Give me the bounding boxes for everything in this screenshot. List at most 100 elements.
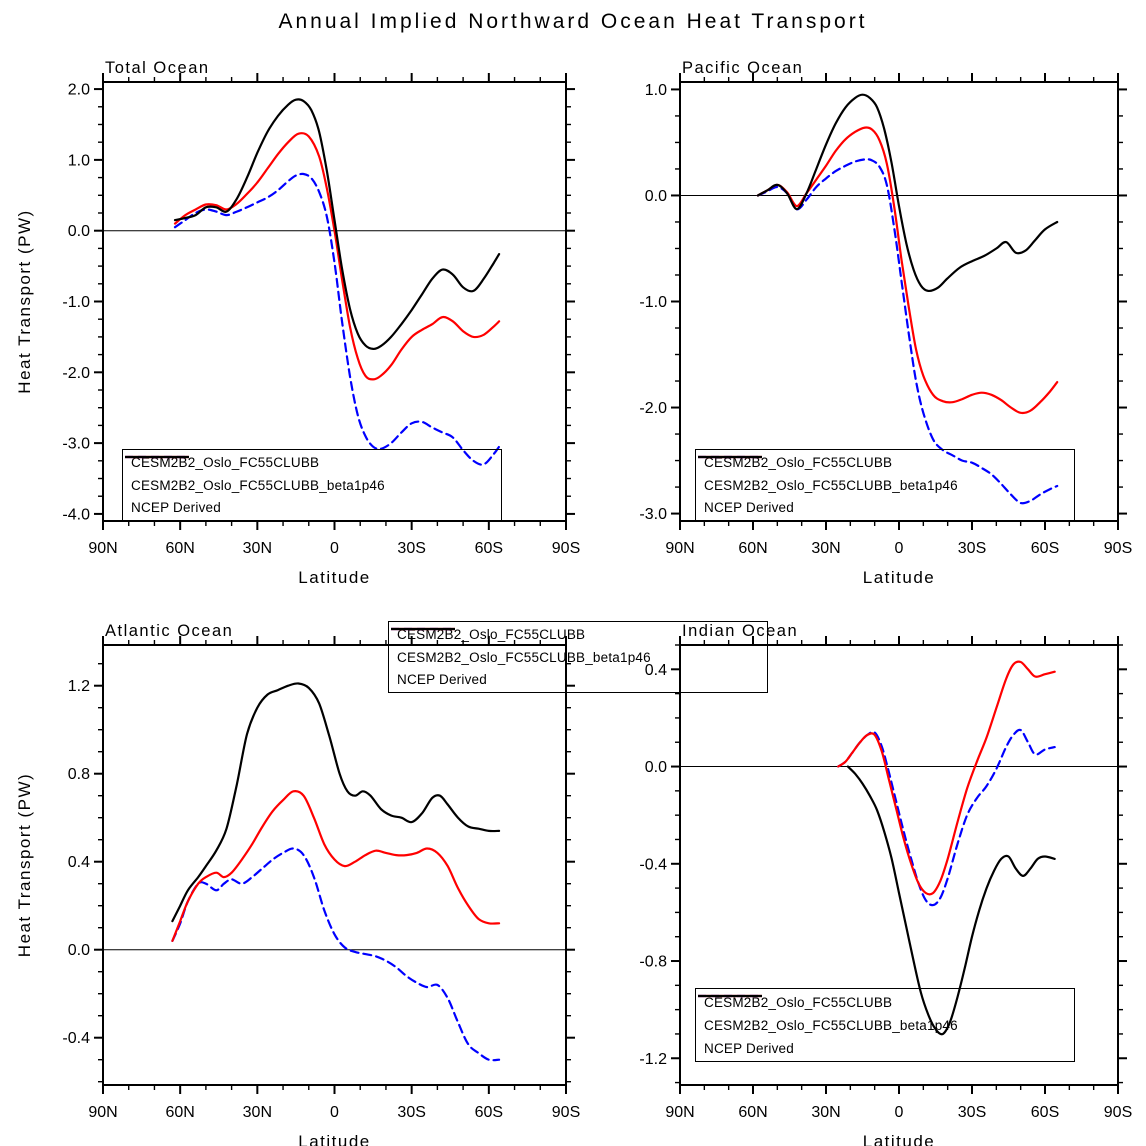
panel-pacific-ocean: 90N 60N 30N 0 30S 60S 90S -3.0 -2.0 -1.0 0.0 1.0 Pac… [639, 59, 1132, 587]
y-tick-label: -0.4 [62, 1030, 90, 1047]
y-tick-label: 1.0 [645, 82, 667, 99]
y-tick-label: -1.2 [639, 1051, 667, 1068]
y-tick-label: 0.0 [645, 759, 667, 776]
x-tick-label: 30S [397, 1104, 425, 1121]
x-tick-label: 60S [1031, 1104, 1059, 1121]
y-tick-label: 0.4 [645, 662, 667, 679]
legend-indian-ocean: CESM2B2_Oslo_FC55CLUBB CESM2B2_Oslo_FC55C… [695, 988, 1075, 1062]
series-line-ncep-derived [173, 98, 501, 351]
x-tick-label: 90N [665, 1104, 694, 1121]
y-tick-label: -1.0 [639, 294, 667, 311]
legend-atlantic-ocean: CESM2B2_Oslo_FC55CLUBB CESM2B2_Oslo_FC55C… [388, 621, 768, 693]
y-tick-label: 1.0 [68, 152, 90, 169]
panel-title: Pacific Ocean [682, 59, 803, 77]
x-tick-label: 60N [165, 1104, 194, 1121]
legend-label: CESM2B2_Oslo_FC55CLUBB [704, 994, 893, 1010]
series-line-cesm2b2-oslo-fc55clubb [171, 847, 501, 1062]
x-tick-label: 60N [165, 540, 194, 557]
x-tick-label: 60N [738, 1104, 767, 1121]
x-axis-label: Latitude [298, 1132, 371, 1146]
x-tick-label: 90N [88, 540, 117, 557]
x-tick-label: 0 [895, 1104, 904, 1121]
legend-item: CESM2B2_Oslo_FC55CLUBB_beta1p46 [391, 627, 761, 668]
legend-item: NCEP Derived [698, 455, 1068, 519]
x-axis-label: Latitude [298, 568, 371, 587]
panel-indian-ocean: 90N 60N 30N 0 30S 60S 90S-1.2-0.8-0.40.00.4Ind… [639, 622, 1132, 1146]
legend-total-ocean: CESM2B2_Oslo_FC55CLUBB CESM2B2_Oslo_FC55C… [122, 449, 502, 521]
legend-line-sample-icon [698, 994, 762, 998]
legend-item: NCEP Derived [391, 627, 761, 691]
x-tick-label: 30S [958, 540, 986, 557]
legend-item: NCEP Derived [125, 455, 495, 519]
legend-label: CESM2B2_Oslo_FC55CLUBB_beta1p46 [131, 477, 385, 493]
legend-label: CESM2B2_Oslo_FC55CLUBB_beta1p46 [704, 1017, 958, 1033]
legend-label: NCEP Derived [704, 500, 794, 515]
y-axis-label: Heat Transport (PW) [15, 209, 34, 393]
legend-line-sample-icon [125, 455, 189, 459]
x-tick-label: 0 [895, 540, 904, 557]
panel-title: Total Ocean [105, 59, 210, 77]
legend-label: NCEP Derived [397, 672, 487, 687]
x-tick-label: 30N [811, 1104, 840, 1121]
y-tick-label: -4.0 [62, 506, 90, 523]
x-tick-label: 60S [475, 540, 503, 557]
y-tick-label: -0.4 [639, 856, 667, 873]
legend-label: CESM2B2_Oslo_FC55CLUBB [397, 627, 586, 642]
x-tick-label: 60S [475, 1104, 503, 1121]
panel-title: Atlantic Ocean [105, 622, 233, 640]
y-tick-label: 0.0 [645, 188, 667, 205]
y-tick-label: -1.0 [62, 294, 90, 311]
legend-label: CESM2B2_Oslo_FC55CLUBB [131, 455, 320, 470]
legend-label: CESM2B2_Oslo_FC55CLUBB [704, 455, 893, 470]
series-line-cesm2b2-oslo-fc55clubb [173, 172, 501, 466]
y-tick-label: 2.0 [68, 82, 90, 99]
y-tick-label: 0.4 [68, 854, 90, 871]
x-axis-label: Latitude [863, 1132, 936, 1146]
panel-atlantic-ocean: 90N 60N 30N 0 30S 60S 90S -0.4 0.0 0.4 0.8 1.2 Atlan… [15, 622, 580, 1146]
y-tick-label: 1.2 [68, 678, 90, 695]
y-tick-label: -2.0 [639, 400, 667, 417]
y-tick-label: 0.0 [68, 942, 90, 959]
x-tick-label: 30N [243, 540, 272, 557]
y-tick-label: -0.8 [639, 954, 667, 971]
legend-line-sample-icon [698, 455, 762, 459]
y-tick-label: 0.8 [68, 766, 90, 783]
y-tick-label: 0.0 [68, 223, 90, 240]
x-tick-label: 30N [243, 1104, 272, 1121]
legend-item: NCEP Derived [698, 994, 1068, 1059]
legend-label: NCEP Derived [704, 1040, 794, 1056]
x-tick-label: 90N [88, 1104, 117, 1121]
series-line-ncep-derived [756, 93, 1059, 293]
figure-title: Annual Implied Northward Ocean Heat Tran… [278, 10, 868, 33]
x-tick-label: 90N [665, 540, 694, 557]
legend-label: CESM2B2_Oslo_FC55CLUBB_beta1p46 [704, 477, 958, 493]
x-axis-label: Latitude [863, 568, 936, 587]
legend-line-sample-icon [391, 627, 455, 631]
legend-item: CESM2B2_Oslo_FC55CLUBB_beta1p46 [698, 455, 1068, 496]
x-tick-label: 30S [397, 540, 425, 557]
panel-total-ocean: 90N 60N 30N 0 30S 60S 90S -4.0 -3.0 -2.0 -1.0 0.0 1.… [15, 59, 580, 587]
series-line-cesm2b2-oslo-fc55clubb-beta1p46 [173, 132, 501, 381]
y-tick-label: -3.0 [62, 436, 90, 453]
x-tick-label: 90S [1104, 540, 1132, 557]
series-line-cesm2b2-oslo-fc55clubb [837, 728, 1056, 907]
legend-label: NCEP Derived [131, 500, 221, 515]
x-tick-label: 30S [958, 1104, 986, 1121]
plot-frame [102, 644, 567, 1086]
x-tick-label: 60N [738, 540, 767, 557]
legend-pacific-ocean: CESM2B2_Oslo_FC55CLUBB CESM2B2_Oslo_FC55C… [695, 449, 1075, 521]
x-tick-label: 90S [552, 1104, 580, 1121]
legend-label: CESM2B2_Oslo_FC55CLUBB_beta1p46 [397, 649, 651, 665]
x-tick-label: 90S [1104, 1104, 1132, 1121]
x-tick-label: 90S [552, 540, 580, 557]
series-line-cesm2b2-oslo-fc55clubb-beta1p46 [171, 789, 501, 942]
x-tick-label: 0 [330, 1104, 339, 1121]
legend-item: CESM2B2_Oslo_FC55CLUBB_beta1p46 [125, 455, 495, 496]
series-line-ncep-derived [846, 765, 1056, 1036]
x-tick-label: 0 [330, 540, 339, 557]
y-axis-label: Heat Transport (PW) [15, 773, 34, 957]
series-line-cesm2b2-oslo-fc55clubb-beta1p46 [837, 660, 1056, 896]
series-line-cesm2b2-oslo-fc55clubb [756, 158, 1059, 505]
